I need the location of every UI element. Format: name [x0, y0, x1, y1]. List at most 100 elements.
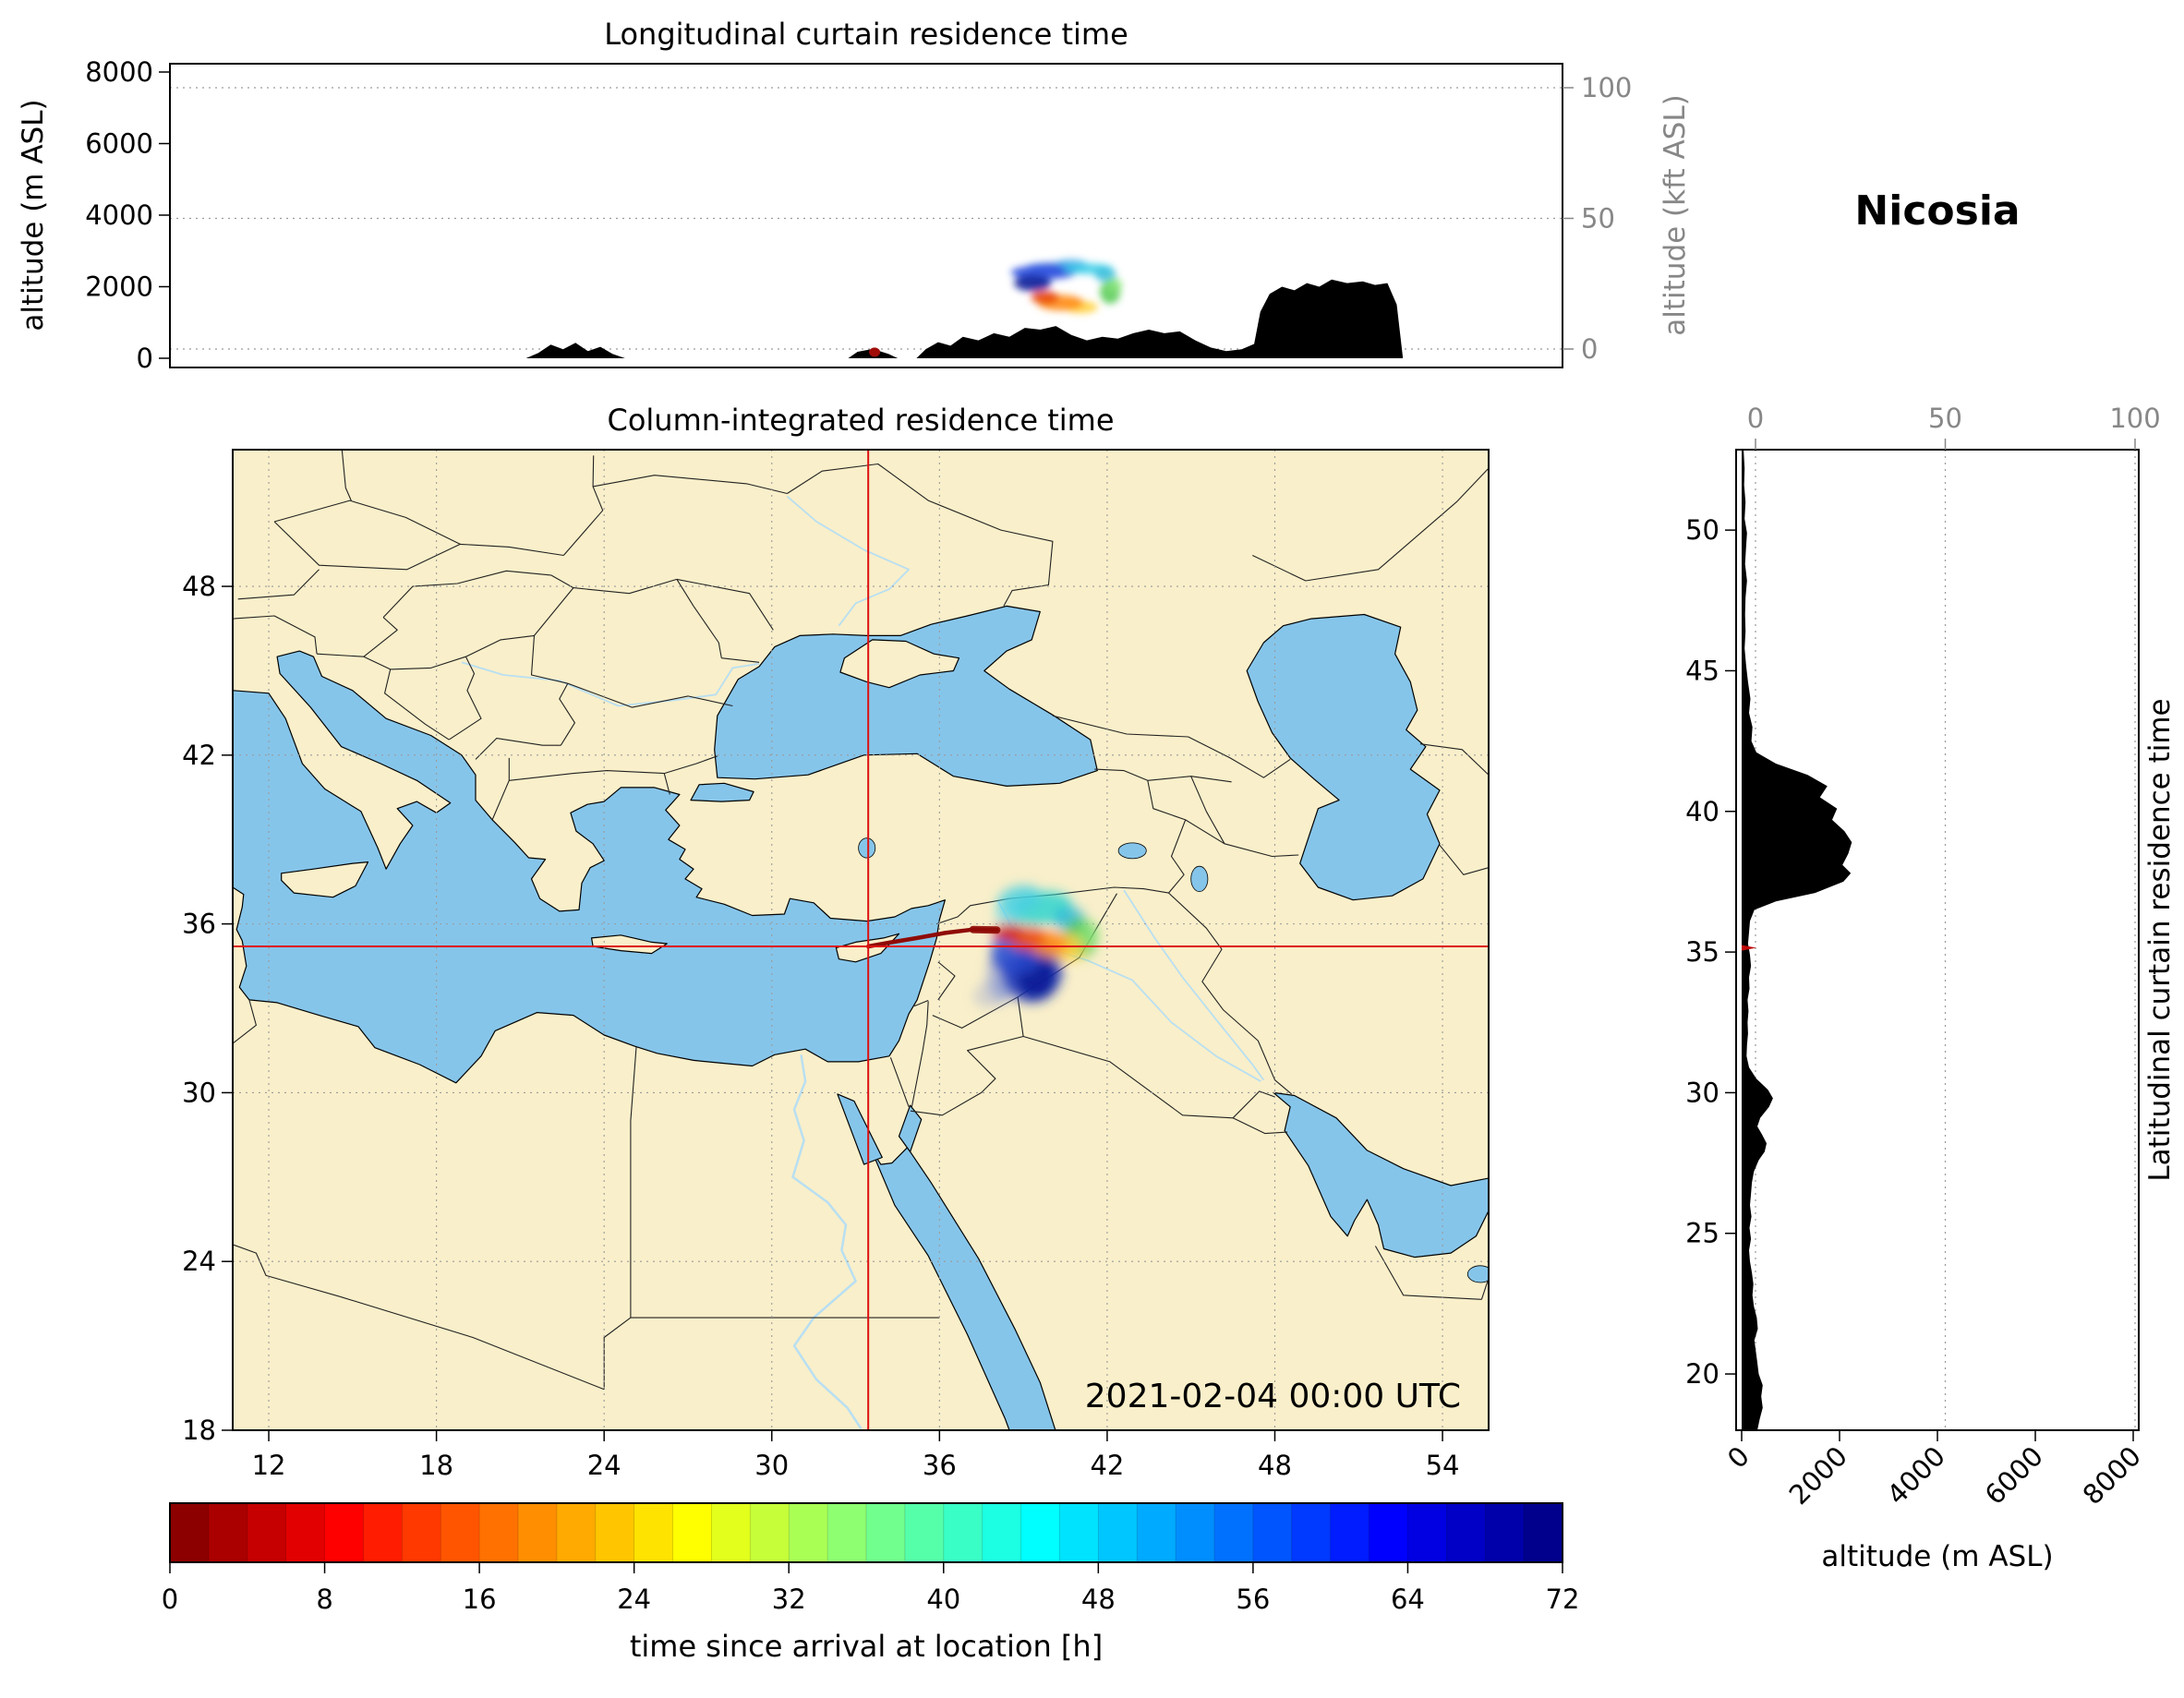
- tick-label-latitude: 48: [182, 571, 216, 602]
- colorbar-segment: [440, 1503, 480, 1562]
- colorbar-segment: [827, 1503, 867, 1562]
- water-body-caspian: [1246, 613, 1441, 901]
- colorbar-segment: [1252, 1503, 1293, 1562]
- country-border: [1232, 1117, 1288, 1135]
- country-border: [363, 656, 466, 670]
- country-border: [889, 1057, 910, 1107]
- country-border: [475, 738, 561, 760]
- colorbar-segment: [402, 1503, 442, 1562]
- tick-label-longitude: 18: [419, 1450, 453, 1481]
- country-border: [382, 570, 551, 618]
- country-border: [911, 1001, 929, 1109]
- country-border: [1439, 844, 1489, 875]
- tick-label-altitude-m: 4000: [1881, 1440, 1951, 1511]
- map-content: [233, 450, 1489, 1430]
- terrain-silhouette-latitudinal: [1742, 450, 1852, 1430]
- plume-blob: [995, 904, 1021, 927]
- country-border: [448, 656, 482, 741]
- tick-label-altitude-m: 6000: [85, 128, 153, 160]
- colorbar-segment: [633, 1503, 674, 1562]
- colorbar-segment: [1098, 1503, 1139, 1562]
- water-body-black_sea_azov: [714, 605, 1098, 787]
- colorbar-segment: [1059, 1503, 1100, 1562]
- country-border: [1480, 1276, 1489, 1300]
- river-danube: [461, 661, 760, 707]
- country-border: [341, 450, 352, 501]
- tick-label-altitude-m: 2000: [85, 271, 153, 303]
- country-border: [913, 999, 929, 1007]
- tick-label-time: 16: [463, 1584, 497, 1615]
- tick-label-latitude: 40: [1685, 796, 1719, 827]
- country-border: [1419, 743, 1489, 776]
- lake: [858, 837, 876, 859]
- country-border: [562, 455, 604, 556]
- country-border: [1232, 1090, 1275, 1119]
- colorbar-segment: [1176, 1503, 1215, 1562]
- country-border: [465, 587, 574, 657]
- colorbar-segment: [518, 1503, 558, 1562]
- tick-label-latitude: 50: [1685, 514, 1719, 546]
- colorbar-segment: [1330, 1503, 1370, 1562]
- country-border: [233, 615, 318, 655]
- colorbar-segment: [556, 1503, 597, 1562]
- tick-label-latitude: 30: [1685, 1077, 1719, 1108]
- receptor-marker-latitudinal: [1742, 945, 1756, 951]
- tick-label-latitude: 24: [182, 1246, 216, 1277]
- country-border: [559, 682, 575, 746]
- colorbar-segment: [324, 1503, 365, 1562]
- tick-label-longitude: 30: [754, 1450, 789, 1481]
- trajectory-line-head: [969, 925, 1001, 934]
- tick-label-altitude-m: 8000: [2077, 1440, 2147, 1511]
- water-body-marmara: [690, 782, 754, 802]
- tick-label-altitude-kft: 100: [1581, 72, 1632, 103]
- country-border: [1185, 819, 1299, 858]
- country-border: [676, 579, 722, 658]
- colorbar-segment: [595, 1503, 635, 1562]
- island-sicily: [281, 861, 369, 898]
- tick-label-longitude: 42: [1090, 1450, 1124, 1481]
- tick-label-latitude: 36: [182, 909, 216, 940]
- colorbar-segment: [866, 1503, 906, 1562]
- tick-label-time: 40: [926, 1584, 960, 1615]
- tick-label-time: 56: [1236, 1584, 1270, 1615]
- country-border: [460, 543, 564, 557]
- country-border: [233, 1244, 341, 1297]
- tick-label-altitude-m: 4000: [85, 199, 153, 231]
- tick-label-time: 0: [162, 1584, 178, 1615]
- tick-label-time: 8: [316, 1584, 332, 1615]
- tick-label-latitude: 25: [1685, 1218, 1719, 1249]
- tick-label-altitude-m: 8000: [85, 56, 153, 88]
- colorbar-segment: [711, 1503, 752, 1562]
- tick-label-longitude: 12: [252, 1450, 286, 1481]
- island-crimea_peninsula: [839, 639, 960, 689]
- tick-label-time: 32: [772, 1584, 806, 1615]
- water-body-gulf_of_aqaba: [898, 1104, 923, 1152]
- lake: [1466, 1265, 1489, 1283]
- colorbar-frame: [169, 1502, 1563, 1563]
- water-body-gulf_of_suez: [837, 1093, 883, 1165]
- colorbar-segment: [750, 1503, 790, 1562]
- latitudinal-panel-bg: [1736, 450, 2139, 1430]
- colorbar-segment: [1137, 1503, 1176, 1562]
- tick-label-latitude: 30: [182, 1077, 216, 1108]
- colorbar-segment: [789, 1503, 828, 1562]
- colorbar-segment: [1407, 1503, 1448, 1562]
- tick-label-altitude-kft: 100: [2109, 403, 2160, 434]
- colorbar-segment: [1214, 1503, 1254, 1562]
- tick-label-altitude-m: 2000: [1783, 1440, 1853, 1511]
- country-border: [233, 999, 257, 1044]
- water-body-mediterranean: [233, 650, 946, 1084]
- colorbar-segment: [904, 1503, 945, 1562]
- river-tigris: [1123, 889, 1265, 1081]
- plume-blob: [1031, 291, 1059, 305]
- tick-label-latitude: 18: [182, 1415, 216, 1446]
- plume-blob: [1079, 921, 1099, 949]
- altitude-m-axis-label: altitude (m ASL): [17, 99, 50, 331]
- colorbar-segment: [943, 1503, 983, 1562]
- colorbar-segment: [1446, 1503, 1487, 1562]
- country-border: [593, 475, 788, 495]
- tick-label-latitude: 42: [182, 740, 216, 771]
